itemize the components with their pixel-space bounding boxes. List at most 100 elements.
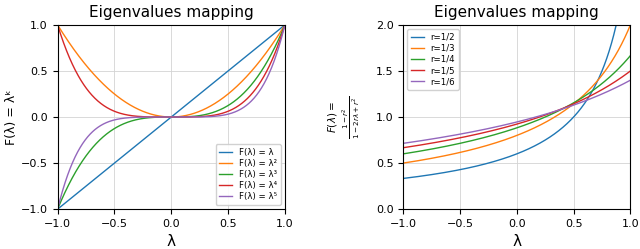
F(λ) = λ⁴ — [77, 79, 84, 82]
r=1/2 — [425, 174, 433, 177]
r=1/2 — [486, 161, 494, 164]
r=1/2 — [613, 19, 621, 22]
F(λ) = λ² — [231, 86, 239, 89]
F(λ) = λ⁴ — [167, 116, 175, 119]
F(λ) = λ — [281, 23, 289, 26]
Line: F(λ) = λ³: F(λ) = λ³ — [58, 25, 285, 209]
F(λ) = λ² — [210, 103, 218, 106]
F(λ) = λ² — [77, 57, 84, 60]
F(λ) = λ³ — [54, 208, 61, 211]
F(λ) = λ³ — [146, 116, 154, 119]
Line: r=1/4: r=1/4 — [403, 56, 630, 154]
F(λ) = λ³ — [77, 162, 84, 165]
F(λ) = λ⁵ — [235, 109, 243, 112]
F(λ) = λ⁵ — [146, 116, 154, 119]
F(λ) = λ⁴ — [54, 23, 61, 26]
F(λ) = λ² — [281, 23, 289, 26]
F(λ) = λ — [235, 61, 243, 64]
F(λ) = λ⁴ — [231, 106, 239, 109]
F(λ) = λ² — [167, 116, 175, 119]
X-axis label: λ: λ — [167, 235, 176, 249]
F(λ) = λ⁵ — [281, 23, 289, 26]
r=1/4 — [438, 145, 446, 148]
Line: r=1/5: r=1/5 — [403, 71, 630, 148]
r=1/2 — [627, 19, 634, 22]
r=1/2 — [438, 171, 446, 174]
r=1/3 — [438, 155, 446, 158]
F(λ) = λ³ — [235, 96, 243, 99]
r=1/3 — [399, 162, 407, 165]
r=1/4 — [598, 82, 605, 85]
Text: $F(\lambda)=$
$\frac{1-r^2}{1-2r\lambda+r^2}$: $F(\lambda)=$ $\frac{1-r^2}{1-2r\lambda+… — [326, 95, 362, 139]
r=1/6 — [486, 127, 494, 130]
r=1/4 — [622, 59, 630, 62]
r=1/4 — [627, 54, 634, 57]
F(λ) = λ — [154, 126, 161, 129]
r=1/6 — [425, 138, 433, 141]
Legend: r=1/2, r=1/3, r=1/4, r=1/5, r=1/6: r=1/2, r=1/3, r=1/4, r=1/5, r=1/6 — [408, 29, 459, 90]
Title: Eigenvalues mapping: Eigenvalues mapping — [435, 4, 599, 20]
r=1/2 — [598, 71, 605, 74]
r=1/5 — [598, 88, 605, 91]
F(λ) = λ² — [54, 23, 61, 26]
r=1/5 — [486, 130, 494, 133]
Y-axis label: F(λ) = λᵏ: F(λ) = λᵏ — [5, 89, 18, 145]
Line: F(λ) = λ²: F(λ) = λ² — [58, 25, 285, 117]
r=1/6 — [438, 136, 446, 139]
r=1/6 — [627, 79, 634, 82]
F(λ) = λ — [146, 133, 154, 136]
F(λ) = λ⁵ — [154, 116, 161, 119]
F(λ) = λ⁴ — [281, 23, 289, 26]
F(λ) = λ² — [236, 83, 243, 86]
F(λ) = λ³ — [281, 23, 289, 26]
r=1/4 — [425, 148, 433, 151]
Line: r=1/3: r=1/3 — [403, 25, 630, 163]
X-axis label: λ: λ — [512, 235, 521, 249]
r=1/6 — [622, 81, 630, 84]
F(λ) = λ³ — [210, 111, 218, 114]
r=1/5 — [627, 69, 634, 72]
Line: F(λ) = λ: F(λ) = λ — [58, 25, 285, 209]
r=1/3 — [486, 143, 494, 146]
Title: Eigenvalues mapping: Eigenvalues mapping — [89, 4, 253, 20]
F(λ) = λ² — [146, 112, 154, 115]
r=1/2 — [496, 158, 504, 161]
F(λ) = λ⁴ — [236, 104, 243, 107]
r=1/3 — [598, 74, 605, 77]
Line: F(λ) = λ⁵: F(λ) = λ⁵ — [58, 25, 285, 209]
F(λ) = λ⁴ — [210, 114, 218, 117]
Line: F(λ) = λ⁴: F(λ) = λ⁴ — [58, 25, 285, 117]
F(λ) = λ⁴ — [154, 116, 161, 119]
r=1/5 — [399, 146, 407, 149]
Line: r=1/6: r=1/6 — [403, 80, 630, 143]
r=1/3 — [496, 140, 504, 143]
F(λ) = λ — [54, 208, 61, 211]
r=1/5 — [438, 140, 446, 143]
r=1/3 — [627, 24, 634, 27]
r=1/4 — [486, 134, 494, 137]
r=1/2 — [622, 19, 630, 22]
r=1/6 — [496, 124, 504, 127]
r=1/6 — [598, 93, 605, 96]
r=1/3 — [622, 34, 630, 37]
F(λ) = λ² — [154, 114, 161, 117]
Line: r=1/2: r=1/2 — [403, 20, 630, 179]
r=1/6 — [399, 142, 407, 145]
F(λ) = λ⁵ — [77, 145, 84, 148]
F(λ) = λ — [231, 64, 239, 67]
r=1/3 — [425, 157, 433, 160]
r=1/5 — [622, 73, 630, 76]
r=1/5 — [425, 142, 433, 145]
F(λ) = λ³ — [154, 116, 161, 119]
r=1/2 — [399, 177, 407, 180]
r=1/4 — [399, 152, 407, 155]
F(λ) = λ⁵ — [210, 115, 218, 118]
F(λ) = λ — [77, 189, 84, 192]
F(λ) = λ⁵ — [54, 208, 61, 211]
F(λ) = λ³ — [231, 99, 239, 102]
r=1/4 — [496, 132, 504, 135]
F(λ) = λ⁵ — [231, 111, 239, 114]
F(λ) = λ⁴ — [146, 116, 154, 119]
F(λ) = λ — [210, 81, 218, 84]
Legend: F(λ) = λ, F(λ) = λ², F(λ) = λ³, F(λ) = λ⁴, F(λ) = λ⁵: F(λ) = λ, F(λ) = λ², F(λ) = λ³, F(λ) = λ… — [216, 144, 280, 205]
